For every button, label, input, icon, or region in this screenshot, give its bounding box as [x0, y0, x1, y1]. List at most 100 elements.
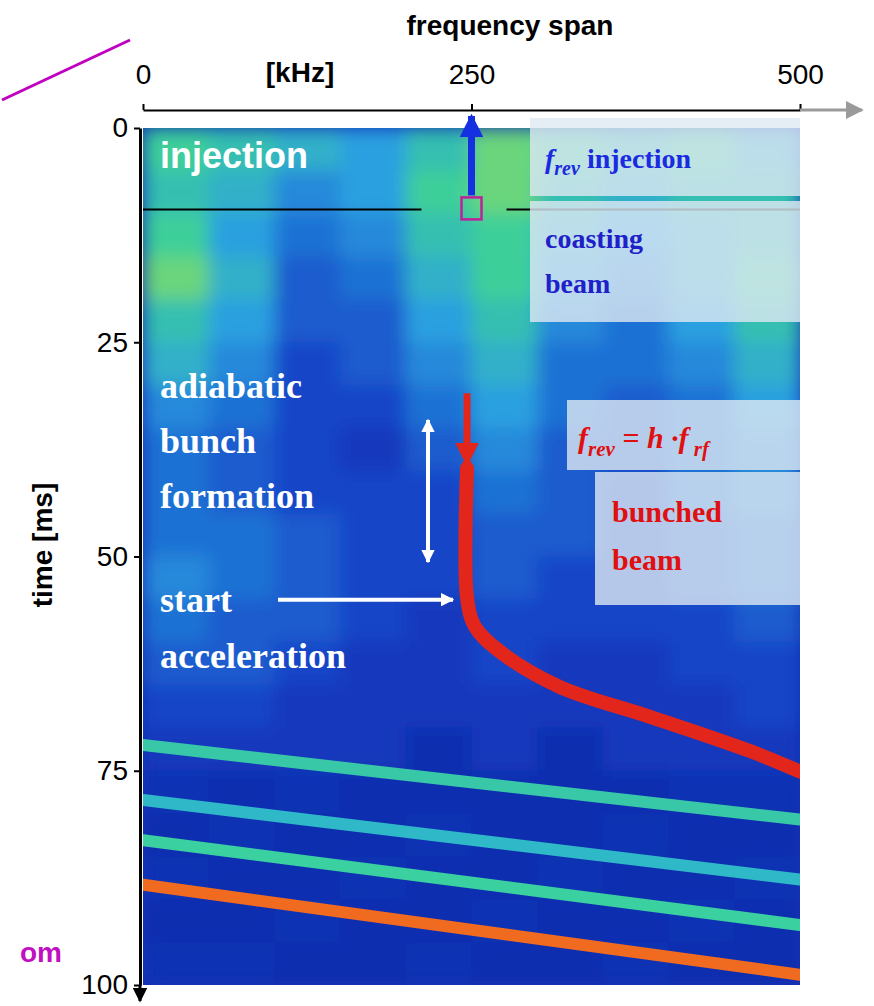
y-tick-mark [134, 128, 140, 130]
heatmap-cell [340, 557, 407, 601]
y-tick-label: 75 [97, 755, 128, 786]
heatmap-cell [669, 599, 736, 643]
x-tick-label: 0 [136, 59, 152, 90]
heatmap-cell [274, 299, 341, 343]
heatmap-cell [274, 771, 341, 815]
annotation-part: bunched [612, 495, 722, 528]
heatmap-cell [537, 557, 604, 601]
annotation-part: om [20, 937, 62, 968]
heatmap-cell [537, 471, 604, 515]
heatmap-cell [340, 128, 407, 172]
plot-area [143, 128, 800, 985]
heatmap-cell [603, 642, 670, 686]
heatmap-cell [209, 257, 276, 301]
injection-box [462, 197, 482, 219]
label-box [530, 201, 800, 322]
y-axis-arrow [139, 985, 142, 1001]
heatmap-cell [406, 642, 473, 686]
x-axis-title: frequency span [407, 10, 614, 41]
annotation-part: acceleration [160, 636, 346, 676]
heatmap-cell [209, 514, 276, 558]
heatmap-cell [734, 342, 800, 386]
heatmap-cell [340, 514, 407, 558]
x-axis-arrow [800, 109, 862, 112]
heatmap-cell [603, 728, 670, 772]
heatmap-cell [669, 642, 736, 686]
arrow [278, 598, 453, 602]
arrows [2, 40, 472, 600]
heatmap-cell [340, 942, 407, 985]
annotation-part: formation [160, 476, 314, 516]
heatmap-cell [406, 728, 473, 772]
decor-line [2, 40, 130, 100]
annotation-part: adiabatic [160, 366, 302, 406]
heatmap-cell [209, 685, 276, 729]
annotation: formation [160, 476, 314, 516]
heatmap-cell [340, 214, 407, 258]
y-tick: 100 [81, 969, 140, 1000]
annotation-part: beam [545, 268, 610, 299]
y-tick: 75 [97, 755, 140, 786]
annotation-part: injection [580, 143, 692, 174]
heatmap-cell [472, 428, 539, 472]
heatmap-cell [340, 342, 407, 386]
heatmap-cell [406, 385, 473, 429]
heatmap-cell [274, 171, 341, 215]
annotation-part: start [160, 580, 232, 620]
heatmap-cell [472, 942, 539, 985]
heatmap-cell [274, 214, 341, 258]
heatmap-cell [340, 471, 407, 515]
y-tick-label: 0 [112, 112, 128, 143]
trace-line [143, 840, 800, 925]
heatmap-cell [734, 642, 800, 686]
annotation-part: coasting [545, 223, 643, 254]
heatmap-cell [603, 342, 670, 386]
x-tick-mark [471, 104, 473, 110]
arrow [464, 393, 471, 464]
heatmap-cell [143, 942, 210, 985]
heatmap-cell [143, 899, 210, 943]
heatmap-cell [472, 385, 539, 429]
heatmap-cell [537, 514, 604, 558]
traces [143, 468, 800, 974]
annotation-part: rev [588, 437, 615, 461]
heatmap-cell [537, 728, 604, 772]
y-axis-title: time [ms] [27, 483, 58, 607]
y-tick-label: 50 [97, 541, 128, 572]
heatmap-cell [209, 171, 276, 215]
x-tick-label: 250 [449, 59, 496, 90]
heatmap-cell [406, 685, 473, 729]
annotation: adiabatic [160, 366, 302, 406]
heatmap-cell [340, 299, 407, 343]
annotation-part: injection [160, 135, 308, 176]
heatmap-cell [274, 942, 341, 985]
heatmap-cell [472, 728, 539, 772]
annotation: frev = h ·f rf [578, 421, 711, 461]
heatmap-cell [143, 685, 210, 729]
heatmap-cell [340, 257, 407, 301]
annotation: om [20, 937, 62, 968]
heatmap-cell [274, 685, 341, 729]
y-tick-mark [134, 342, 140, 344]
heatmap-cell [472, 557, 539, 601]
heatmap-cell [274, 557, 341, 601]
x-tick-label: 500 [777, 59, 824, 90]
label-box [595, 472, 800, 605]
heatmap-cell [340, 599, 407, 643]
heatmap-cell [406, 128, 473, 172]
annotation-part: rf [689, 437, 711, 461]
x-axis: 0 250 500 [136, 59, 824, 111]
heatmap-cell [472, 685, 539, 729]
heatmap-cell [340, 642, 407, 686]
y-tick: 50 [97, 541, 140, 572]
annotation: start [160, 580, 232, 620]
heatmap-cell [537, 342, 604, 386]
heatmap-cell [734, 685, 800, 729]
heatmap-cell [472, 342, 539, 386]
heatmap-cell [274, 428, 341, 472]
annotation-part: beam [612, 543, 682, 576]
annotation: acceleration [160, 636, 346, 676]
heatmap-cell [143, 514, 210, 558]
annotation-part: = h · [615, 421, 679, 454]
heatmap-cell [143, 171, 210, 215]
